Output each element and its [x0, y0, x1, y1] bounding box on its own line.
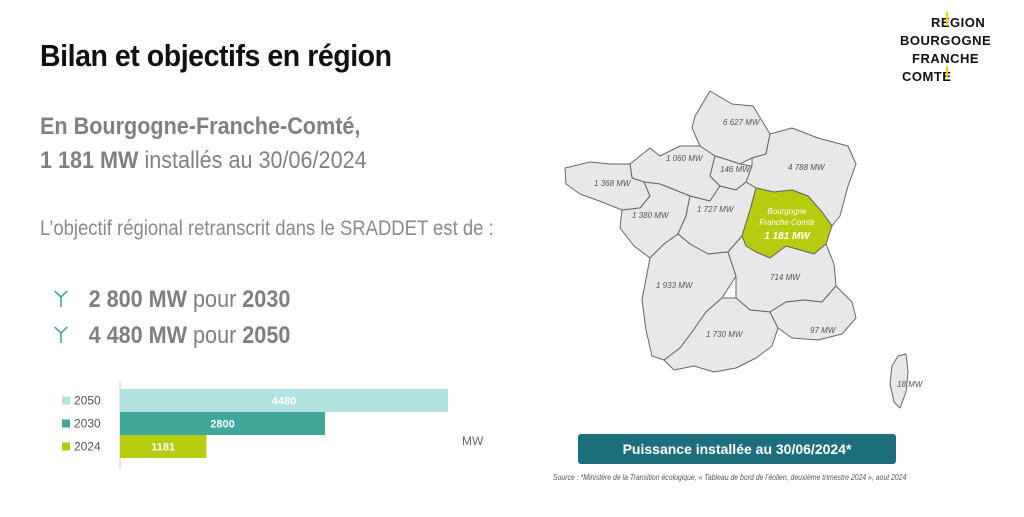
map-label-grand-est: 4 788 MW	[788, 163, 826, 172]
map-label-bfc-line1: Bourgogne	[767, 207, 807, 216]
goal-value: 4 480 MW	[88, 322, 188, 349]
logo-accent-bar-2	[946, 66, 948, 78]
installed-capacity-bar-chart: 2050 4480 2030 2800 2024 1181	[62, 381, 448, 469]
map-label-bfc-line2: Franche Comté	[759, 218, 815, 227]
logo-accent-bar-1	[946, 12, 948, 26]
map-label-pays-de-la-loire: 1 380 MW	[632, 211, 670, 220]
bar-2030	[120, 412, 325, 435]
goal-connector: pour	[193, 286, 237, 313]
bar-value-2024: 1181	[151, 442, 175, 454]
goal-2030: 2 800 MW pour 2030	[52, 286, 290, 315]
bar-2050	[120, 389, 448, 412]
installed-power-banner: Puissance installée au 30/06/2024*	[578, 434, 896, 464]
intro-installed: 1 181 MW installés au 30/06/2024	[40, 147, 367, 175]
category-label-2050: 2050	[74, 394, 101, 408]
category-label-2030: 2030	[74, 417, 101, 431]
goal-connector: pour	[193, 322, 237, 349]
installed-suffix: installés au 30/06/2024	[144, 147, 367, 174]
wind-turbine-icon	[52, 287, 74, 315]
logo-line-1: REGION	[931, 15, 986, 30]
region-logo: REGION BOURGOGNE FRANCHE COMTE	[898, 12, 998, 90]
map-label-ile-de-france: 146 MW	[720, 165, 751, 174]
legend-swatch-2024	[62, 442, 70, 451]
category-label-2024: 2024	[74, 440, 101, 454]
map-label-normandie: 1 060 MW	[666, 154, 704, 163]
chart-unit: MW	[462, 434, 484, 448]
goal-2050: 4 480 MW pour 2050	[52, 322, 290, 351]
map-region-corse	[889, 353, 909, 409]
map-label-hauts-de-france: 6 627 MW	[723, 118, 761, 127]
map-label-nouvelle-aquitaine: 1 933 MW	[656, 281, 694, 290]
source-note: Source : *Ministère de la Transition éco…	[553, 473, 907, 482]
map-label-bfc-value: 1 181 MW	[764, 231, 811, 242]
bar-2024	[120, 435, 207, 458]
map-label-centre-val-de-loire: 1 727 MW	[697, 205, 735, 214]
intro-region: En Bourgogne-Franche-Comté,	[40, 113, 361, 140]
goal-year: 2050	[242, 322, 291, 349]
map-label-paca: 97 MW	[810, 326, 837, 335]
legend-swatch-2030	[62, 419, 70, 428]
wind-turbine-icon	[52, 323, 74, 351]
bar-value-2030: 2800	[210, 419, 234, 431]
map-region-paca	[769, 285, 857, 341]
map-label-corse: 18 MW	[897, 380, 924, 389]
logo-line-2: BOURGOGNE	[900, 33, 992, 48]
goal-year: 2030	[242, 286, 291, 313]
logo-line-4: COMTE	[902, 69, 952, 84]
page-title: Bilan et objectifs en région	[40, 38, 392, 73]
bar-value-2050: 4480	[272, 396, 296, 408]
map-label-auvergne-rhone-alpes: 714 MW	[770, 273, 801, 282]
map-label-bretagne: 1 368 MW	[594, 179, 632, 188]
france-regions-map: 6 627 MW 1 060 MW 146 MW 4 788 MW 1 368 …	[564, 90, 924, 409]
map-label-occitanie: 1 730 MW	[706, 330, 744, 339]
objective-intro: L’objectif régional retranscrit dans le …	[40, 217, 494, 240]
installed-value: 1 181 MW	[40, 147, 139, 174]
goal-value: 2 800 MW	[88, 286, 188, 313]
logo-line-3: FRANCHE	[912, 51, 980, 66]
legend-swatch-2050	[62, 396, 70, 405]
